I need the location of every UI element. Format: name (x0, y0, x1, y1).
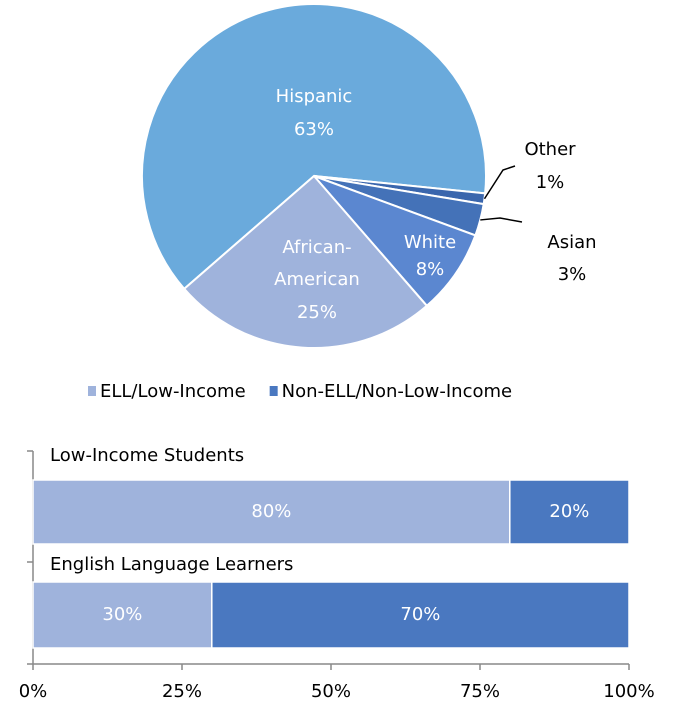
data-label: 20% (549, 501, 589, 522)
data-label: 30% (102, 604, 142, 625)
category-label: English Language Learners (50, 554, 293, 575)
x-tick-label: 0% (19, 681, 48, 702)
data-label: 63% (294, 119, 334, 140)
legend-label: ELL/Low-Income (100, 381, 246, 402)
x-tick-label: 75% (460, 681, 500, 702)
data-label: 80% (251, 501, 291, 522)
slice-label: Asian (547, 232, 596, 253)
slice-label: Other (524, 139, 576, 160)
slice-label-line: African- (282, 237, 351, 258)
pie-slice (182, 174, 429, 349)
pie-slice (141, 3, 487, 291)
bar-segment (211, 581, 630, 649)
data-label: 70% (400, 604, 440, 625)
bar-segment (509, 479, 630, 545)
bar-segment (32, 581, 213, 649)
slice-label: White (404, 232, 456, 253)
data-label: 8% (416, 259, 445, 280)
slice-label-line: American (274, 269, 360, 290)
legend-swatch (88, 386, 96, 396)
leader-line (480, 217, 523, 223)
data-label: 1% (536, 172, 565, 193)
bar-segment (32, 479, 511, 545)
slice-label: African- American (274, 237, 360, 290)
slice-label: Hispanic (276, 86, 353, 107)
x-tick-label: 100% (603, 681, 654, 702)
data-label: 25% (297, 302, 337, 323)
x-tick-label: 50% (311, 681, 351, 702)
category-label: Low-Income Students (50, 445, 244, 466)
data-label: 3% (558, 264, 587, 285)
legend-label: Non-ELL/Non-Low-Income (282, 381, 512, 402)
legend-swatch (269, 386, 278, 396)
x-tick-label: 25% (162, 681, 202, 702)
leader-line (483, 165, 516, 200)
